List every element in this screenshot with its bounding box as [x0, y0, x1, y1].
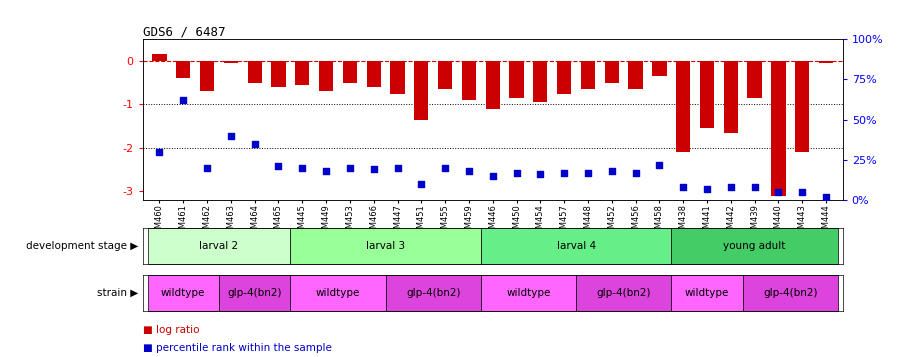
Point: [437, 165, 452, 171]
Bar: [676, 61, 691, 152]
Bar: [481, 228, 671, 264]
Bar: [533, 61, 547, 102]
Bar: [461, 61, 476, 100]
Bar: [414, 61, 428, 120]
Bar: [742, 275, 838, 311]
Point: [319, 168, 333, 174]
Text: larval 3: larval 3: [366, 241, 405, 251]
Bar: [248, 61, 262, 83]
Text: larval 4: larval 4: [556, 241, 596, 251]
Bar: [219, 275, 290, 311]
Bar: [671, 275, 742, 311]
Text: glp-4(bn2): glp-4(bn2): [597, 288, 651, 298]
Text: glp-4(bn2): glp-4(bn2): [406, 288, 460, 298]
Bar: [485, 61, 500, 109]
Point: [533, 171, 548, 177]
Point: [224, 133, 239, 139]
Text: wildtype: wildtype: [316, 288, 360, 298]
Text: GDS6 / 6487: GDS6 / 6487: [143, 25, 226, 38]
Bar: [481, 275, 576, 311]
Bar: [290, 275, 386, 311]
Point: [152, 149, 167, 155]
Bar: [176, 61, 191, 78]
Point: [343, 165, 357, 171]
Bar: [795, 61, 810, 152]
Point: [652, 162, 667, 167]
Bar: [819, 61, 834, 63]
Text: wildtype: wildtype: [507, 288, 551, 298]
Point: [414, 181, 428, 187]
Point: [247, 141, 262, 146]
Bar: [576, 275, 671, 311]
Text: ■ percentile rank within the sample: ■ percentile rank within the sample: [143, 343, 332, 353]
Bar: [224, 61, 238, 63]
Bar: [771, 61, 786, 196]
Point: [176, 97, 191, 103]
Point: [391, 165, 405, 171]
Text: larval 2: larval 2: [199, 241, 239, 251]
Bar: [724, 61, 738, 132]
Bar: [700, 61, 714, 128]
Bar: [272, 61, 286, 87]
Point: [724, 184, 739, 190]
Bar: [343, 61, 357, 83]
Text: wildtype: wildtype: [161, 288, 205, 298]
Text: wildtype: wildtype: [685, 288, 729, 298]
Point: [604, 168, 619, 174]
Bar: [200, 61, 215, 91]
Point: [557, 170, 572, 176]
Point: [771, 189, 786, 195]
Text: glp-4(bn2): glp-4(bn2): [227, 288, 282, 298]
Bar: [295, 61, 309, 85]
Point: [580, 170, 595, 176]
Bar: [438, 61, 452, 89]
Point: [819, 194, 834, 200]
Point: [676, 184, 691, 190]
Point: [509, 170, 524, 176]
Bar: [147, 275, 219, 311]
Text: strain ▶: strain ▶: [97, 288, 138, 298]
Text: young adult: young adult: [723, 241, 786, 251]
Bar: [319, 61, 333, 91]
Bar: [748, 61, 762, 98]
Point: [700, 186, 715, 191]
Point: [367, 166, 381, 172]
Point: [747, 184, 762, 190]
Bar: [652, 61, 667, 76]
Point: [271, 163, 286, 169]
Point: [295, 165, 309, 171]
Bar: [604, 61, 619, 83]
Bar: [290, 228, 481, 264]
Point: [628, 170, 643, 176]
Bar: [147, 228, 290, 264]
Point: [461, 168, 476, 174]
Bar: [391, 61, 404, 94]
Text: glp-4(bn2): glp-4(bn2): [764, 288, 818, 298]
Point: [485, 173, 500, 178]
Bar: [152, 55, 167, 61]
Bar: [386, 275, 481, 311]
Bar: [509, 61, 524, 98]
Text: ■ log ratio: ■ log ratio: [143, 325, 199, 335]
Bar: [581, 61, 595, 89]
Bar: [367, 61, 381, 87]
Bar: [671, 228, 838, 264]
Bar: [628, 61, 643, 89]
Bar: [557, 61, 571, 94]
Point: [200, 165, 215, 171]
Point: [795, 189, 810, 195]
Text: development stage ▶: development stage ▶: [26, 241, 138, 251]
